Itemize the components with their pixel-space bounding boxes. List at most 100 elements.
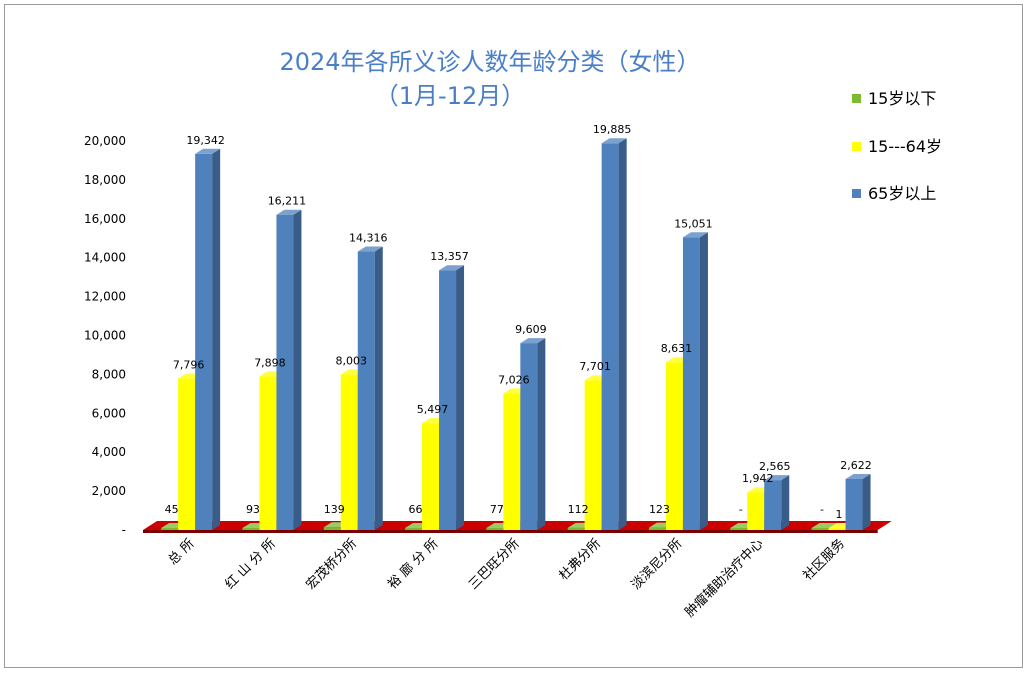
data-label: 2,622 [840,459,872,472]
bar-top [601,138,627,144]
legend-label: 65岁以上 [868,184,936,203]
bar-top [811,523,837,528]
x-tick-label: 杜弗分所 [557,536,604,583]
data-label: 66 [409,503,423,516]
x-tick-label: 肿瘤辅助治疗中心 [682,536,767,621]
bar-front [584,380,602,530]
bar-top [520,338,546,344]
bar-front [520,343,538,530]
bar-front [503,393,521,530]
bar [682,232,708,530]
bar [520,338,546,530]
x-tick-label: 社区服务 [800,536,848,584]
bar-top [764,475,790,481]
y-tick-label: 4,000 [92,445,126,459]
data-label: 16,211 [268,195,307,208]
x-tick-label: 淡滨尼分所 [628,536,685,593]
bar-front [845,479,863,530]
legend-label: 15岁以下 [868,89,936,108]
data-label: 7,796 [173,358,205,371]
data-label: 2,565 [759,460,791,473]
data-label: 19,885 [593,123,632,136]
chart-frame [4,4,1023,668]
bar [357,246,383,530]
bar-side [537,338,546,530]
bar-front [259,376,277,530]
bar-front [178,378,196,530]
bar-side [781,475,790,530]
data-label: 45 [165,503,179,516]
y-tick-label: 14,000 [84,251,126,265]
data-label: 77 [490,503,504,516]
bar [195,148,221,530]
data-label: - [820,503,824,516]
bar [439,265,465,530]
bar-front [405,528,423,530]
legend-swatch [852,142,861,151]
bar-front [648,527,666,530]
y-tick-label: 6,000 [92,406,126,420]
bar-top [439,265,465,271]
y-tick-label: 20,000 [84,134,126,148]
bar [601,138,627,530]
x-tick-label: 裕 廊 分 所 [385,536,442,593]
bar-front [730,528,748,530]
y-tick-label: 16,000 [84,212,126,226]
bar-front [340,374,358,530]
bar-front [439,270,457,530]
legend-swatch [852,94,861,103]
y-tick-label: 8,000 [92,367,126,381]
data-label: 8,631 [661,342,693,355]
bar-top [682,232,708,238]
bar-side [212,148,221,530]
bar-front [486,528,504,530]
bar-front [764,480,782,530]
data-label-group: 45 7,796 19,342 93 7,898 16,211 139 8,003 14,316… [165,123,872,521]
data-label: 15,051 [674,217,713,230]
bar-front [811,528,829,530]
bar-side [374,246,383,530]
chart-title: 2024年各所义诊人数年龄分类（女性） [279,48,700,76]
y-tick-label: 10,000 [84,329,126,343]
bar-front [682,237,700,530]
bar-front [276,214,294,530]
bar-front [601,143,619,530]
bar-series-group [161,138,871,530]
y-tick-label: 2,000 [92,484,126,498]
bar [845,474,871,530]
bar-front [161,528,179,530]
bar-side [699,232,708,530]
bar-front [828,528,846,530]
bar-front [665,362,683,530]
y-axis: - 2,000 4,000 6,000 8,000 10,000 12,000 14,000 1… [84,134,126,537]
x-tick-label: 总 所 [166,536,198,568]
bar-top [195,148,221,154]
data-label: 19,342 [186,134,225,147]
legend: 15岁以下 15---64岁 65岁以上 [852,89,942,203]
x-tick-label: 宏茂桥分所 [303,536,360,593]
y-tick-label: 18,000 [84,173,126,187]
data-label: 7,898 [254,356,286,369]
bar-top [845,474,871,480]
data-label: 8,003 [336,354,368,367]
data-label: - [739,503,743,516]
bar-front [242,528,260,530]
data-label: 7,701 [579,360,611,373]
data-label: 112 [568,503,589,516]
bar-top [276,209,302,215]
y-tick-label: 12,000 [84,290,126,304]
bar-front [195,153,213,530]
data-label: 93 [246,503,260,516]
data-label: 14,316 [349,232,388,245]
bar-front [323,527,341,530]
data-label: 1 [836,508,843,521]
chart-subtitle: （1月-12月） [375,82,525,110]
bar-side [618,138,627,530]
bar-front [747,492,765,530]
x-tick-label: 红 山 分 所 [222,536,279,593]
y-tick-label: - [122,523,126,537]
bar [764,475,790,530]
bar-front [567,527,585,530]
floor-edge [143,530,878,533]
